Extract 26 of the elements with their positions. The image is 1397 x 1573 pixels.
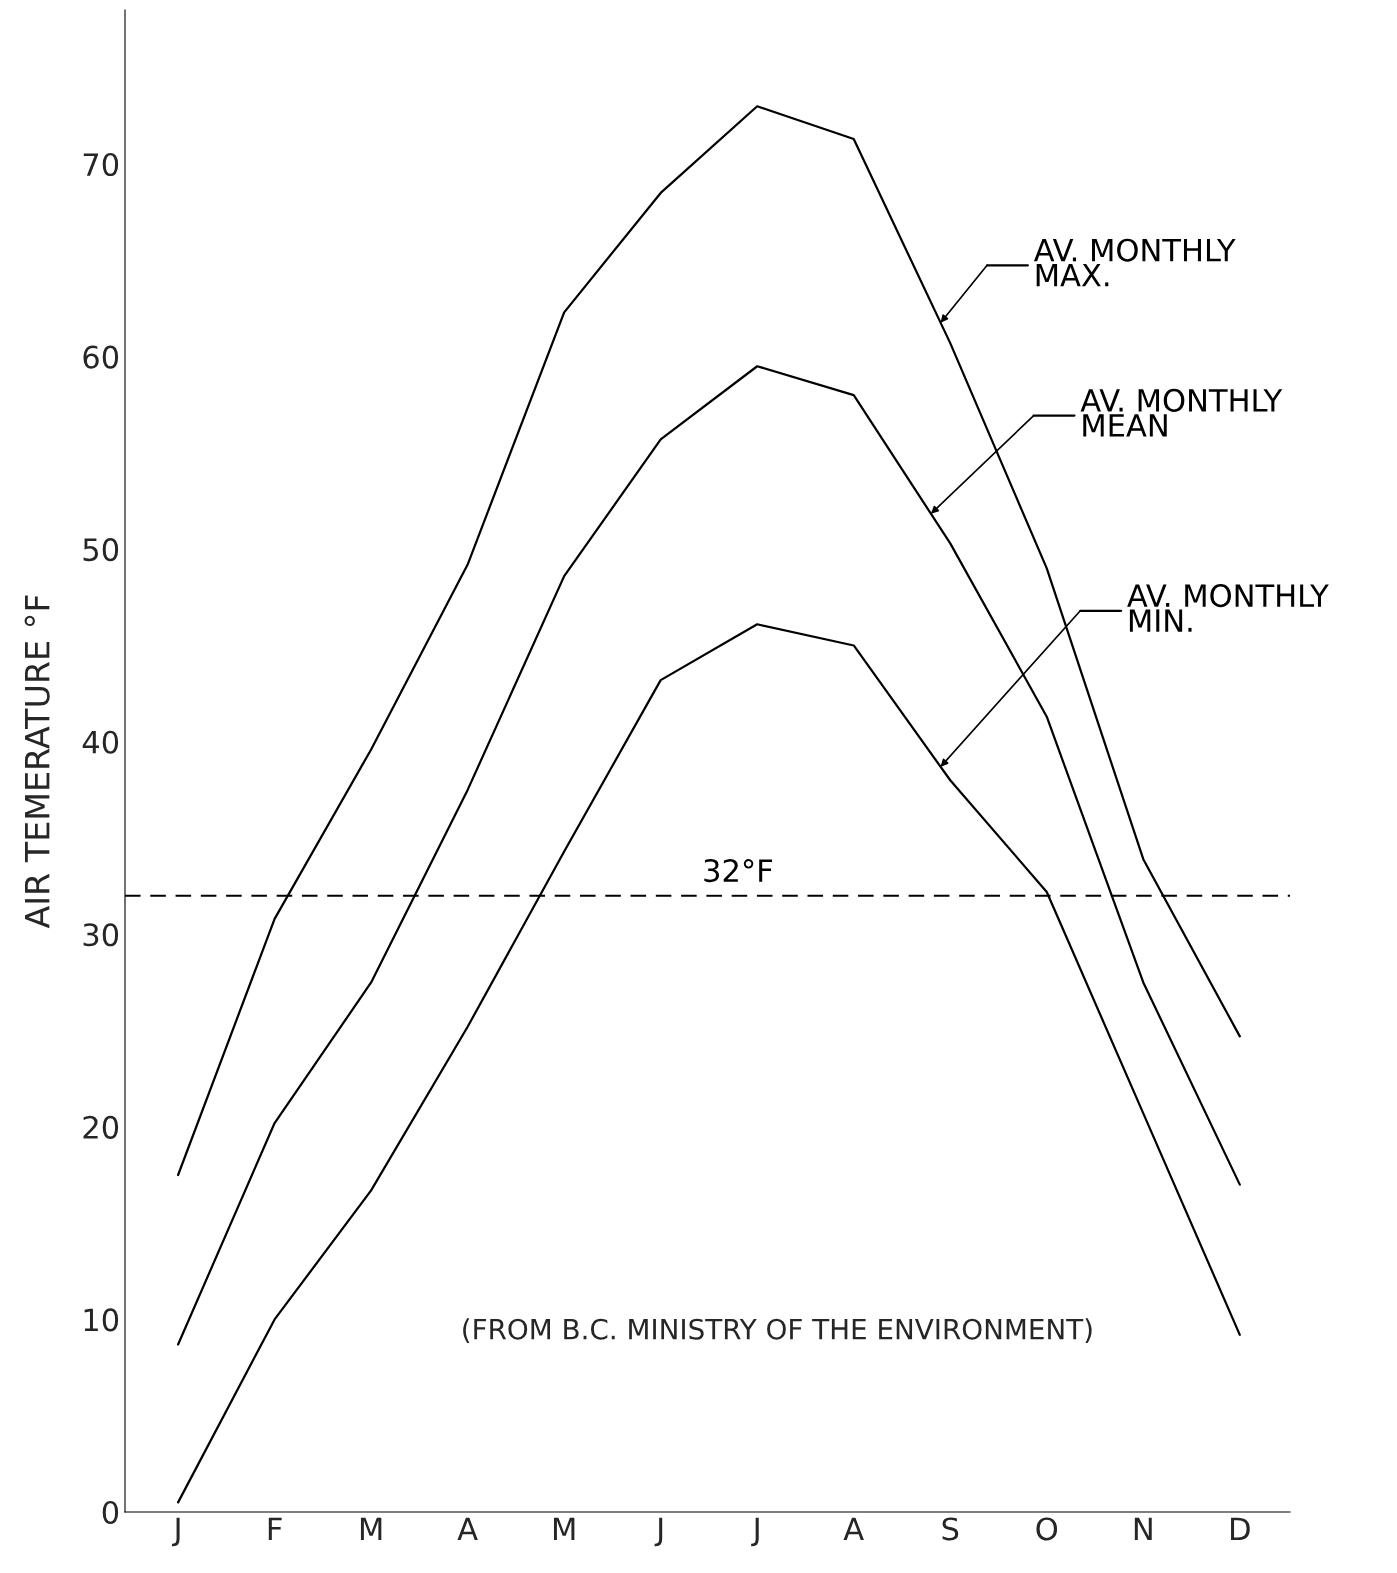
x-tick-label: M [360,1517,382,1541]
legend-label: AV. MONTHLY MIN. [1127,584,1329,632]
y-tick-label: 50 [83,538,119,562]
x-tick-label: S [942,1517,959,1541]
x-tick-label: N [1134,1517,1152,1541]
legend-label: AV. MONTHLY MEAN [1080,388,1283,437]
y-tick-label: 40 [82,730,119,754]
ref-line-label: 32°F [704,859,772,883]
x-tick-label: J [654,1517,663,1547]
y-tick-label: 10 [84,1308,119,1332]
x-tick-label: A [457,1517,478,1541]
y-tick-label: 70 [83,152,119,177]
x-tick-label: J [172,1517,180,1547]
x-tick-label: F [268,1517,282,1541]
annotation: (FROM B.C. MINISTRY OF THE ENVIRONMENT) [463,1318,1092,1343]
x-tick-label: O [1036,1517,1058,1541]
y-axis-title: AIR TEMERATURE °F [24,595,50,929]
x-tick-label: A [843,1517,864,1541]
y-tick-label: 60 [83,345,119,369]
x-tick-label: M [553,1517,575,1541]
legend-label: AV. MONTHLY MAX. [1033,238,1236,287]
y-tick-label: 30 [83,923,119,947]
y-tick-label: 0 [102,1500,119,1525]
y-tick-label: 20 [83,1115,119,1139]
x-tick-label: D [1231,1517,1250,1541]
x-tick-label: J [751,1517,759,1547]
